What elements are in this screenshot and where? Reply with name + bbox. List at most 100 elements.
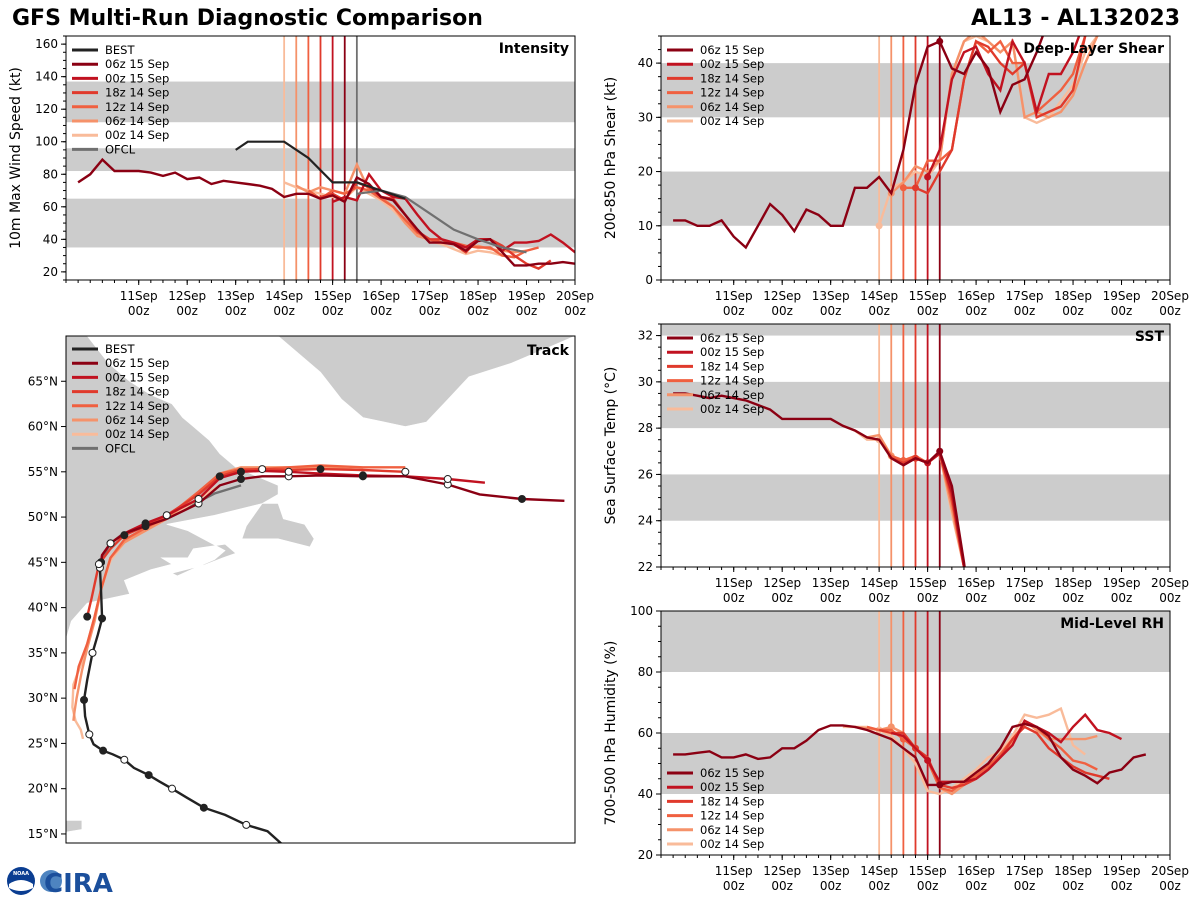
- x-tick-label: 19Sep: [1103, 864, 1141, 878]
- init-marker: [924, 756, 932, 764]
- x-tick-label-hour: 00z: [1111, 879, 1133, 893]
- legend-label: 12z 14 Sep: [700, 374, 764, 388]
- y-tick-label: 30°N: [28, 691, 58, 705]
- x-tick-label-hour: 00z: [467, 304, 489, 318]
- y-axis-label: 10m Max Wind Speed (kt): [8, 67, 24, 249]
- legend-label: 00z 14 Sep: [105, 427, 169, 441]
- panel-frame: [65, 335, 576, 844]
- track-marker: [199, 803, 208, 812]
- track-marker: [120, 755, 129, 764]
- x-tick-label-hour: 00z: [1014, 591, 1036, 605]
- panel-title: Intensity: [499, 41, 569, 57]
- track-marker: [144, 771, 153, 780]
- y-tick-label: 15°N: [28, 827, 58, 841]
- x-tick-label: 19Sep: [1103, 289, 1141, 303]
- series-line-06z-15-sep: [77, 157, 575, 267]
- series-line-06z-15-sep: [673, 36, 1045, 250]
- x-tick-label-hour: 00z: [1111, 304, 1133, 318]
- x-tick-label-hour: 00z: [370, 304, 392, 318]
- x-tick-label: 15Sep: [909, 576, 947, 590]
- panel-rh: 2040608010011Sep00z12Sep00z13Sep00z14Sep…: [603, 604, 1189, 893]
- x-tick-label: 18Sep: [1054, 289, 1092, 303]
- cira-logo: NOAA CIRA: [7, 867, 113, 896]
- x-tick-label: 15Sep: [909, 864, 947, 878]
- x-tick-label-hour: 00z: [176, 304, 198, 318]
- init-marker: [912, 184, 919, 192]
- x-tick-label-hour: 00z: [1062, 879, 1084, 893]
- x-tick-label-hour: 00z: [1014, 304, 1036, 318]
- legend-label: OFCL: [105, 441, 136, 455]
- x-tick-label: 11Sep: [715, 864, 753, 878]
- x-tick-label-hour: 00z: [771, 879, 793, 893]
- x-tick-label-hour: 00z: [723, 591, 745, 605]
- x-tick-label: 19Sep: [508, 289, 546, 303]
- x-tick-label-hour: 00z: [1159, 591, 1181, 605]
- x-tick-label: 13Sep: [217, 289, 255, 303]
- init-marker: [899, 184, 907, 192]
- legend-label: 18z 14 Sep: [700, 794, 764, 808]
- plot-area: [661, 324, 1170, 567]
- y-axis-label: Sea Surface Temp (°C): [603, 367, 619, 525]
- x-tick-label: 12Sep: [763, 289, 801, 303]
- track-marker: [517, 494, 526, 503]
- track-marker: [215, 472, 224, 481]
- legend-label: 00z 14 Sep: [700, 114, 764, 128]
- x-tick-label: 16Sep: [957, 864, 995, 878]
- legend-label: 12z 14 Sep: [105, 100, 169, 114]
- x-tick-label-hour: 00z: [820, 591, 842, 605]
- plot-area: [661, 611, 1170, 855]
- track-marker: [284, 467, 293, 476]
- x-tick-label: 20Sep: [1151, 576, 1189, 590]
- x-tick-label-hour: 00z: [1159, 879, 1181, 893]
- x-tick-label: 16Sep: [362, 289, 400, 303]
- x-tick-label-hour: 00z: [917, 879, 939, 893]
- track-marker: [106, 539, 115, 548]
- y-tick-label: 160: [35, 37, 58, 51]
- track-marker: [443, 475, 452, 484]
- track-marker: [258, 465, 267, 474]
- track-marker: [236, 475, 245, 484]
- track-marker: [141, 519, 150, 528]
- map-area: [66, 336, 575, 843]
- x-tick-label-hour: 00z: [965, 591, 987, 605]
- x-tick-label-hour: 00z: [771, 591, 793, 605]
- x-tick-label: 18Sep: [1054, 576, 1092, 590]
- x-tick-label-hour: 00z: [128, 304, 150, 318]
- track-marker: [316, 465, 325, 474]
- legend-label: 06z 14 Sep: [105, 413, 169, 427]
- track-marker: [83, 612, 92, 621]
- x-tick-label: 12Sep: [763, 576, 801, 590]
- x-tick-label-hour: 00z: [868, 591, 890, 605]
- x-tick-label-hour: 00z: [225, 304, 247, 318]
- x-tick-label: 12Sep: [763, 864, 801, 878]
- y-tick-label: 0: [645, 273, 653, 287]
- track-marker: [88, 648, 97, 657]
- x-tick-label: 12Sep: [168, 289, 206, 303]
- legend-label: 18z 14 Sep: [105, 385, 169, 399]
- x-tick-label-hour: 00z: [1111, 591, 1133, 605]
- x-tick-label-hour: 00z: [1014, 879, 1036, 893]
- legend-label: 06z 14 Sep: [700, 388, 764, 402]
- y-axis-label: 700-500 hPa Humidity (%): [603, 641, 619, 826]
- legend-label: 00z 15 Sep: [700, 780, 764, 794]
- series-line-06z-15-sep: [673, 392, 966, 567]
- x-tick-label-hour: 00z: [723, 304, 745, 318]
- legend-label: 06z 14 Sep: [700, 823, 764, 837]
- y-tick-label: 25°N: [28, 736, 58, 750]
- legend-label: 06z 14 Sep: [700, 100, 764, 114]
- series-line-00z-14-sep: [283, 181, 503, 257]
- greenland-land: [277, 336, 575, 427]
- panel-track: 15°N 20°N 25°N 30°N 35°N 40°N 45°N 50°N 55°N 60°N…: [28, 335, 576, 844]
- x-tick-label-hour: 00z: [820, 304, 842, 318]
- x-tick-label-hour: 00z: [564, 304, 586, 318]
- track-marker: [85, 730, 94, 739]
- storm-id: AL13 - AL132023: [971, 6, 1180, 31]
- y-tick-label: 55°N: [28, 465, 58, 479]
- y-tick-label: 45°N: [28, 555, 58, 569]
- panel-title: SST: [1135, 329, 1165, 345]
- series-line-00z-15-sep: [332, 171, 575, 254]
